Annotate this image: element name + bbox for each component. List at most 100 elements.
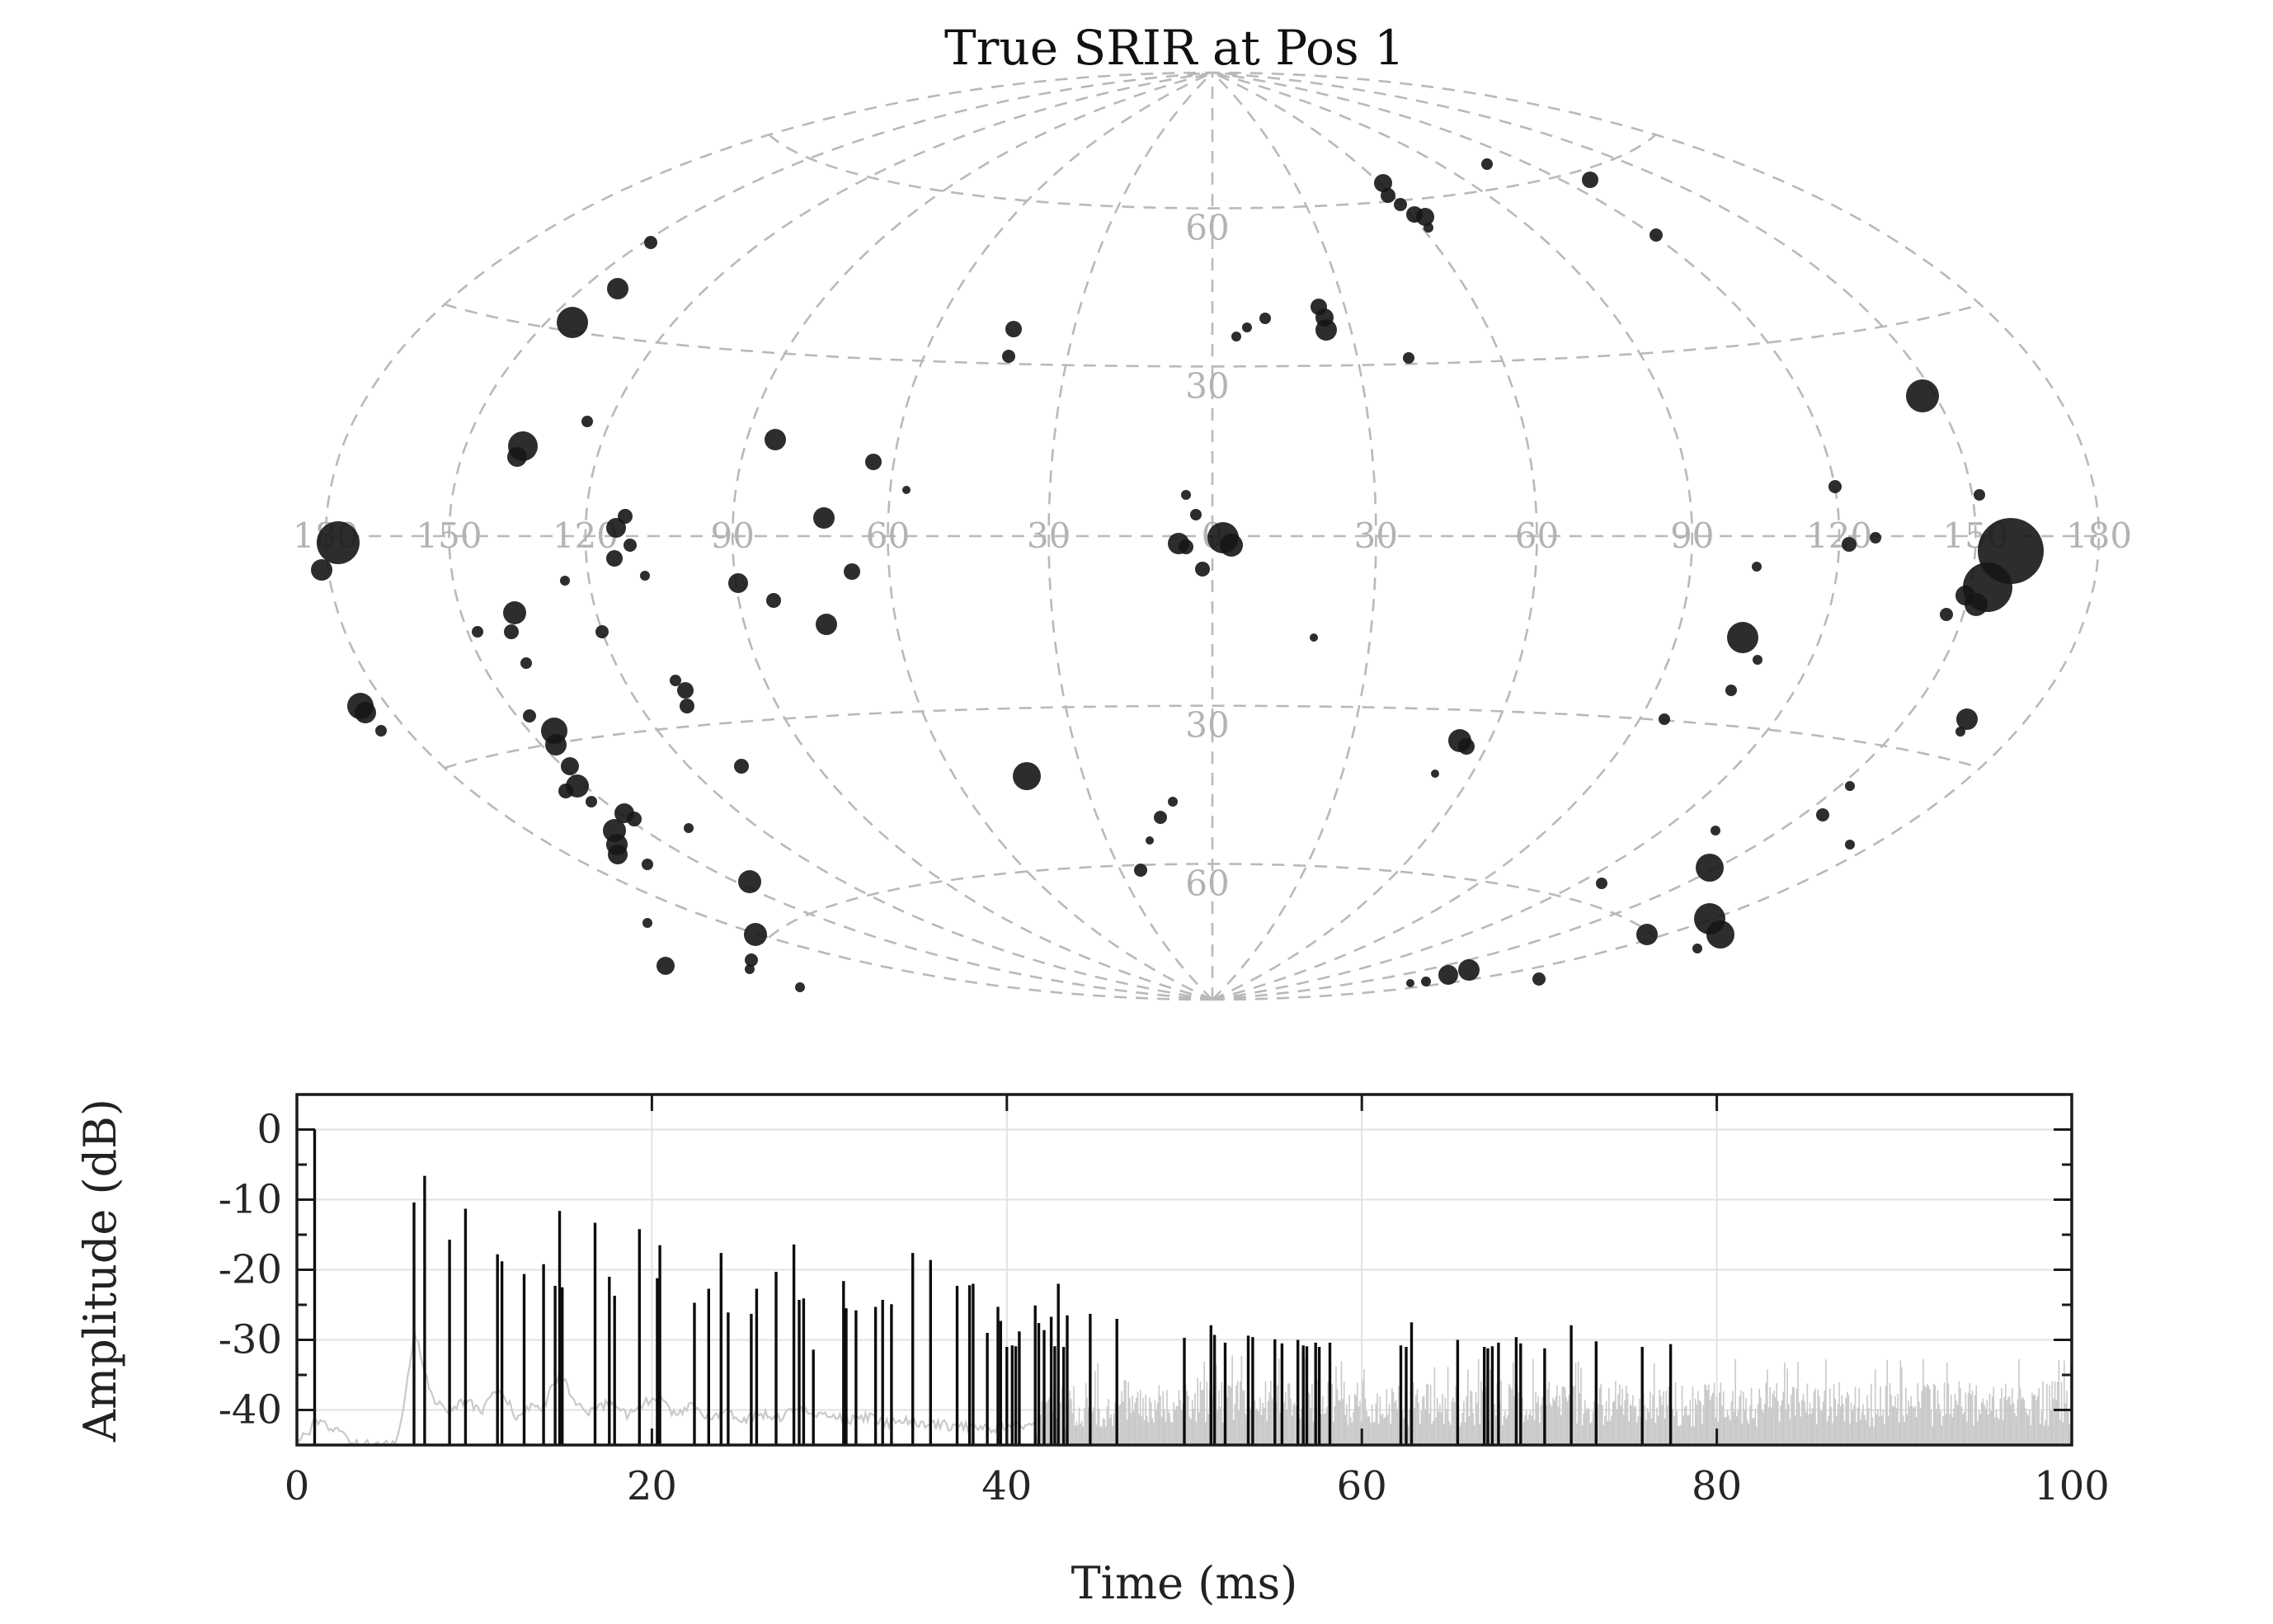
lat-label: 60 [1185,208,1229,248]
map-point [503,601,526,624]
figure-title: True SRIR at Pos 1 [944,20,1405,76]
map-point [1940,608,1953,621]
map-point [1231,332,1241,341]
map-point [765,429,786,450]
map-point [1002,350,1015,363]
map-point [586,796,597,807]
lon-label: 90 [1670,515,1714,556]
map-point [728,573,748,593]
map-point [1416,208,1434,226]
y-tick-label: -10 [219,1177,282,1223]
lon-label: 30 [1027,515,1071,556]
stem-lines [313,1129,1673,1445]
map-point [507,447,527,467]
map-point [545,734,567,756]
x-tick-label: 40 [981,1463,1032,1509]
map-point [1711,826,1720,836]
map-point [1013,762,1041,790]
x-tick-label: 60 [1337,1463,1387,1509]
map-point [1706,920,1734,949]
map-point [1753,655,1762,665]
map-point [1828,480,1842,493]
map-point [581,416,593,427]
late-noise-bars [1034,1355,2072,1445]
lat-label: 60 [1185,863,1229,903]
map-point [523,709,536,723]
map-point [317,521,360,564]
map-point [1181,490,1191,500]
map-point [1315,319,1337,341]
latitude-labels: 60 30 30 60 [1185,208,1229,904]
map-point [311,559,332,581]
map-point [745,953,758,967]
reflection-points [311,158,2044,992]
map-point [472,626,483,638]
map-point [1842,537,1857,552]
y-tick-labels: 0 -10 -20 -30 -40 [219,1107,282,1433]
map-point [1310,633,1318,642]
parallel-line [444,704,1981,770]
parallel-line [768,134,1657,209]
map-point [795,982,805,992]
map-point [1692,944,1702,953]
map-point [1005,321,1022,337]
map-point [677,682,694,699]
lon-label: 120 [1806,515,1872,556]
map-point [1955,727,1965,737]
map-point [1481,158,1493,170]
map-point [1458,959,1480,981]
lon-label: 150 [416,515,482,556]
map-point [640,571,650,581]
map-point [734,759,749,774]
map-point [607,278,628,299]
map-point [561,757,579,775]
map-point [642,918,652,928]
map-point [1458,738,1475,755]
map-point [1438,965,1458,985]
map-point [1424,223,1433,233]
meridian-line [1212,71,1841,1001]
map-point [520,657,532,669]
lat-label: 30 [1185,365,1229,406]
lon-label: 180 [2066,515,2132,556]
x-tick-label: 80 [1692,1463,1742,1509]
map-point [1974,489,1985,501]
lon-label: 90 [710,515,754,556]
map-point [1179,539,1193,554]
map-point [1752,562,1762,572]
y-tick-label: -30 [219,1317,282,1363]
y-tick-label: 0 [256,1107,282,1153]
lat-label: 30 [1185,705,1229,746]
map-point [865,454,882,470]
map-point [1406,979,1414,987]
map-point [1431,770,1439,778]
early-residual-trace [295,1329,1035,1447]
map-graticule [324,71,2101,1001]
map-point [1220,534,1243,557]
map-point [606,518,626,538]
map-point [557,307,588,338]
map-point [560,576,570,586]
map-point [656,957,675,975]
map-point [1381,188,1395,203]
map-point [744,923,767,946]
lon-label: 30 [1354,515,1398,556]
map-point [1374,174,1392,192]
map-point [1870,532,1881,544]
map-point [606,550,623,567]
meridian-line [1212,72,1377,1000]
map-point [1725,685,1737,696]
map-point [642,859,653,870]
map-point [1394,198,1407,211]
map-point [766,593,781,608]
map-point [1727,622,1758,653]
map-point [1649,228,1663,242]
map-point [813,507,835,529]
x-axis-label: Time (ms) [1071,1557,1298,1609]
map-point [1259,313,1271,324]
map-point [1242,322,1252,332]
lon-label: 120 [553,515,619,556]
map-point [1659,713,1670,725]
